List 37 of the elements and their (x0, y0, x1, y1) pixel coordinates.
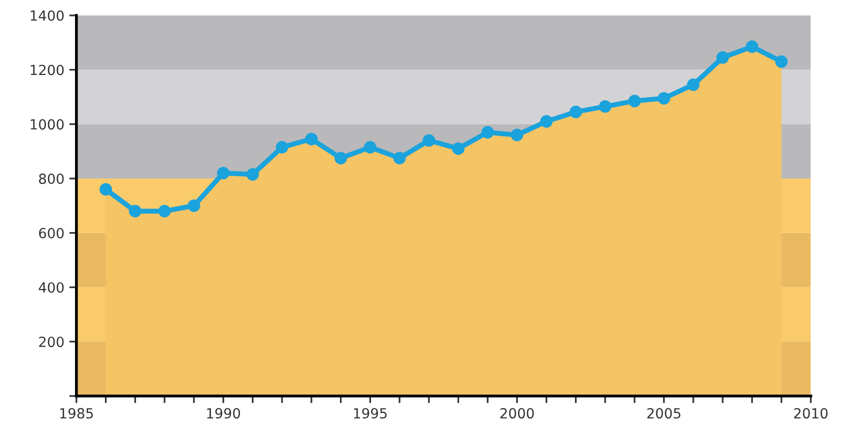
point (658, 92, 670, 105)
point (452, 142, 465, 155)
point (334, 152, 348, 164)
x-tick-label: 1995 (354, 408, 387, 419)
point (598, 100, 612, 113)
x-tick-label: 1990 (207, 408, 240, 419)
point (746, 40, 758, 53)
y-tick-label: 1000 (30, 119, 64, 130)
point (570, 106, 582, 118)
point (158, 204, 171, 218)
y-tick-label: 600 (39, 228, 64, 238)
point (100, 183, 112, 196)
point (422, 134, 436, 147)
y-tick-label: 400 (38, 282, 64, 293)
point (628, 94, 641, 108)
point (305, 132, 318, 146)
point (128, 204, 142, 218)
point (540, 115, 553, 128)
point (716, 51, 729, 64)
point (188, 199, 200, 212)
x-tick-label: 2000 (500, 408, 534, 419)
point (276, 141, 288, 154)
x-tick-label: 2010 (794, 408, 828, 419)
x-tick-label: 2005 (647, 408, 680, 419)
point (775, 55, 788, 68)
y-tick-label: 1200 (30, 64, 64, 76)
y-tick-label: 200 (39, 336, 64, 348)
y-tick-label: 800 (39, 173, 64, 184)
x-tick-label: 1985 (60, 408, 93, 419)
point (364, 141, 376, 154)
y-tick-label: 1400 (30, 10, 64, 21)
point (246, 168, 259, 181)
point (217, 166, 230, 180)
point (481, 126, 494, 139)
point (510, 128, 524, 142)
point (687, 78, 700, 91)
point (393, 152, 406, 164)
